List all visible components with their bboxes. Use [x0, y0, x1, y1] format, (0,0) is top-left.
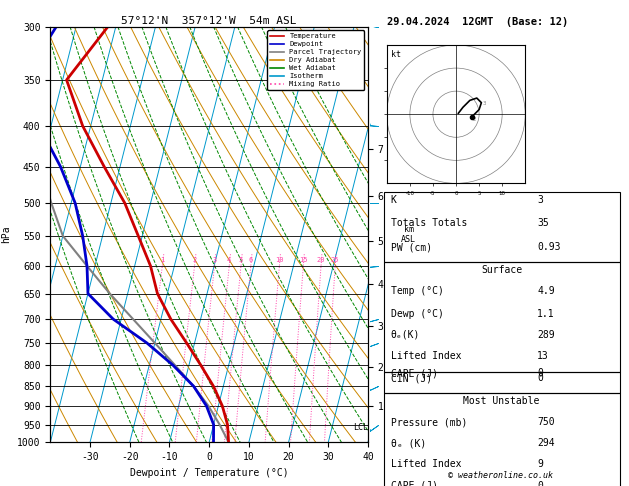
Bar	[384, 262, 620, 372]
Text: kt: kt	[391, 50, 401, 59]
Text: θₑ (K): θₑ (K)	[391, 438, 426, 448]
Text: 6: 6	[248, 257, 253, 262]
Y-axis label: km
ASL: km ASL	[401, 225, 416, 244]
Text: 289: 289	[537, 330, 555, 340]
Text: 5: 5	[239, 257, 243, 262]
Text: 0.93: 0.93	[537, 243, 560, 252]
Bar	[384, 393, 620, 486]
Text: θₑ(K): θₑ(K)	[391, 330, 420, 340]
Text: K: K	[391, 194, 397, 205]
Text: Surface: Surface	[481, 265, 522, 275]
Text: 0: 0	[537, 373, 543, 383]
Text: 25: 25	[331, 257, 340, 262]
Bar	[384, 372, 620, 393]
Text: 10: 10	[275, 257, 284, 262]
Text: 9: 9	[537, 459, 543, 469]
Text: PW (cm): PW (cm)	[391, 243, 432, 252]
Text: 4.9: 4.9	[537, 286, 555, 296]
Text: 1.1: 1.1	[537, 309, 555, 318]
Text: 3: 3	[483, 101, 486, 106]
Text: Lifted Index: Lifted Index	[391, 351, 461, 361]
Text: 1: 1	[160, 257, 164, 262]
Text: 3: 3	[213, 257, 216, 262]
Y-axis label: hPa: hPa	[1, 226, 11, 243]
Text: Lifted Index: Lifted Index	[391, 459, 461, 469]
Text: 3: 3	[537, 194, 543, 205]
Text: © weatheronline.co.uk: © weatheronline.co.uk	[448, 471, 552, 480]
Text: 0: 0	[537, 368, 543, 378]
Title: 57°12'N  357°12'W  54m ASL: 57°12'N 357°12'W 54m ASL	[121, 16, 297, 26]
Text: Most Unstable: Most Unstable	[464, 396, 540, 406]
Legend: Temperature, Dewpoint, Parcel Trajectory, Dry Adiabat, Wet Adiabat, Isotherm, Mi: Temperature, Dewpoint, Parcel Trajectory…	[267, 30, 364, 90]
Bar	[384, 192, 620, 262]
Text: Dewp (°C): Dewp (°C)	[391, 309, 443, 318]
Text: CIN (J): CIN (J)	[391, 373, 432, 383]
Text: 15: 15	[299, 257, 308, 262]
Text: LCL: LCL	[353, 423, 368, 432]
Text: CAPE (J): CAPE (J)	[391, 368, 438, 378]
Text: 294: 294	[537, 438, 555, 448]
Text: 35: 35	[537, 219, 548, 228]
Text: 0: 0	[537, 481, 543, 486]
Text: 29.04.2024  12GMT  (Base: 12): 29.04.2024 12GMT (Base: 12)	[387, 17, 568, 27]
Text: 750: 750	[537, 417, 555, 427]
X-axis label: Dewpoint / Temperature (°C): Dewpoint / Temperature (°C)	[130, 468, 289, 478]
Text: Temp (°C): Temp (°C)	[391, 286, 443, 296]
Text: 2: 2	[192, 257, 197, 262]
Text: Totals Totals: Totals Totals	[391, 219, 467, 228]
Text: 20: 20	[317, 257, 325, 262]
Text: 2: 2	[472, 117, 476, 122]
Text: Pressure (mb): Pressure (mb)	[391, 417, 467, 427]
Text: 4: 4	[227, 257, 231, 262]
Text: 13: 13	[537, 351, 548, 361]
Text: CAPE (J): CAPE (J)	[391, 481, 438, 486]
